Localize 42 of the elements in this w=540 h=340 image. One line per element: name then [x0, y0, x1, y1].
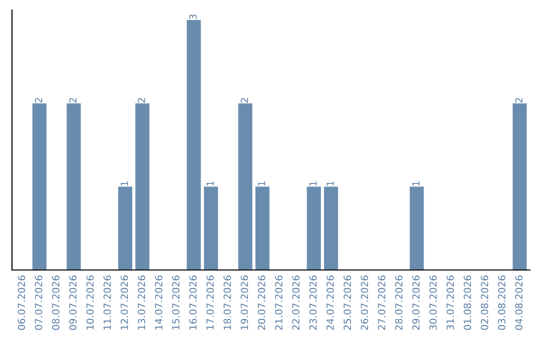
x-tick-label: 02.08.2026 [480, 275, 488, 330]
x-tick-label: 04.08.2026 [515, 275, 523, 330]
x-tick-label: 29.07.2026 [412, 275, 420, 330]
x-tick-label: 27.07.2026 [378, 275, 386, 330]
x-tick-label: 14.07.2026 [154, 275, 162, 330]
x-tick-label: 09.07.2026 [69, 275, 77, 330]
x-tick-label: 17.07.2026 [206, 275, 214, 330]
x-tick-label: 30.07.2026 [429, 275, 437, 330]
x-tick-label: 13.07.2026 [138, 275, 146, 330]
data-label: 2 [69, 98, 76, 103]
data-label: 2 [34, 98, 42, 103]
x-tick-label: 16.07.2026 [189, 275, 197, 330]
x-tick-label: 22.07.2026 [292, 275, 300, 330]
x-tick-label: 23.07.2026 [309, 275, 317, 330]
data-label: 1 [412, 181, 420, 186]
x-tick-label: 24.07.2026 [326, 275, 334, 330]
data-label: 2 [515, 98, 522, 103]
x-tick-label: 18.07.2026 [224, 275, 231, 330]
x-tick-label: 31.07.2026 [446, 275, 454, 330]
x-tick-label: 01.08.2026 [464, 275, 472, 330]
data-label: 1 [206, 181, 214, 186]
x-tick-label: 20.07.2026 [258, 275, 266, 330]
data-label: 1 [326, 181, 334, 186]
x-tick-label: 11.07.2026 [104, 275, 111, 330]
data-label: 1 [309, 181, 317, 186]
x-tick-label: 03.08.2026 [498, 275, 506, 330]
data-label: 2 [240, 98, 248, 103]
x-tick-label: 28.07.2026 [395, 275, 402, 330]
x-tick-label: 06.07.2026 [18, 275, 26, 330]
data-label: 1 [120, 181, 128, 186]
data-label: 1 [258, 181, 266, 186]
x-tick-label: 26.07.2026 [360, 275, 368, 330]
x-tick-label: 15.07.2026 [172, 275, 180, 330]
x-tick-label: 12.07.2026 [120, 275, 128, 330]
x-tick-label: 19.07.2026 [240, 275, 248, 330]
x-tick-label: 21.07.2026 [275, 275, 282, 330]
x-tick-label: 25.07.2026 [344, 275, 352, 330]
x-tick-label: 10.07.2026 [86, 275, 94, 330]
data-label: 3 [189, 14, 197, 20]
x-tick-label: 08.07.2026 [52, 275, 60, 330]
data-label: 2 [138, 98, 146, 103]
x-tick-label: 07.07.2026 [34, 275, 42, 330]
